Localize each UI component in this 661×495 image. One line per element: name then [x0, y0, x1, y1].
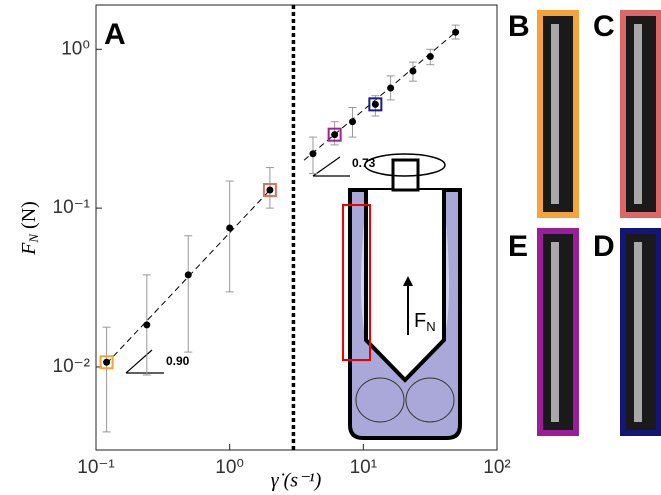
panel-label: B — [508, 10, 530, 43]
highlight-box — [262, 183, 277, 198]
panel-label: A — [104, 18, 126, 51]
slope-triangles — [125, 156, 350, 374]
image-stripe — [634, 24, 642, 204]
panel-label: D — [593, 230, 615, 263]
x-tick-label: 10¹ — [350, 457, 377, 478]
x-tick-label: 10² — [483, 457, 510, 478]
rheometer-diagram: FN — [342, 153, 462, 440]
data-point — [266, 186, 274, 194]
highlight-box — [99, 355, 114, 370]
slope-label: 0.90 — [166, 354, 190, 368]
data-point — [331, 131, 339, 139]
x-tick-label: 10⁰ — [215, 457, 244, 478]
data-point — [387, 84, 395, 92]
slope-label: 0.73 — [352, 156, 376, 170]
data-point — [452, 28, 460, 36]
data-point — [426, 53, 434, 61]
panel-label: C — [593, 10, 615, 43]
panel-label: E — [508, 230, 528, 263]
y-tick-label: 10⁻² — [53, 356, 91, 377]
data-point — [103, 358, 111, 366]
y-tick-label: 10⁻¹ — [53, 197, 91, 218]
image-stripe — [551, 242, 559, 422]
axes-box — [95, 4, 498, 451]
data-point — [309, 150, 317, 158]
data-point — [349, 118, 357, 126]
data-point — [226, 224, 234, 232]
force-label: FN — [414, 310, 436, 334]
highlight-box — [327, 127, 342, 142]
fit-line — [303, 30, 458, 161]
data-point — [143, 321, 151, 329]
y-axis-label: FN (N) — [18, 201, 41, 256]
data-point — [184, 271, 192, 279]
y-tick-label: 10⁰ — [61, 38, 90, 59]
x-tick-label: 10⁻¹ — [77, 457, 115, 478]
data-point — [409, 67, 417, 75]
data-point — [371, 100, 379, 108]
x-axis-label: γ̇ (s⁻¹) — [271, 470, 322, 492]
highlight-box — [368, 97, 383, 112]
image-stripe — [551, 24, 559, 204]
image-stripe — [634, 242, 642, 422]
